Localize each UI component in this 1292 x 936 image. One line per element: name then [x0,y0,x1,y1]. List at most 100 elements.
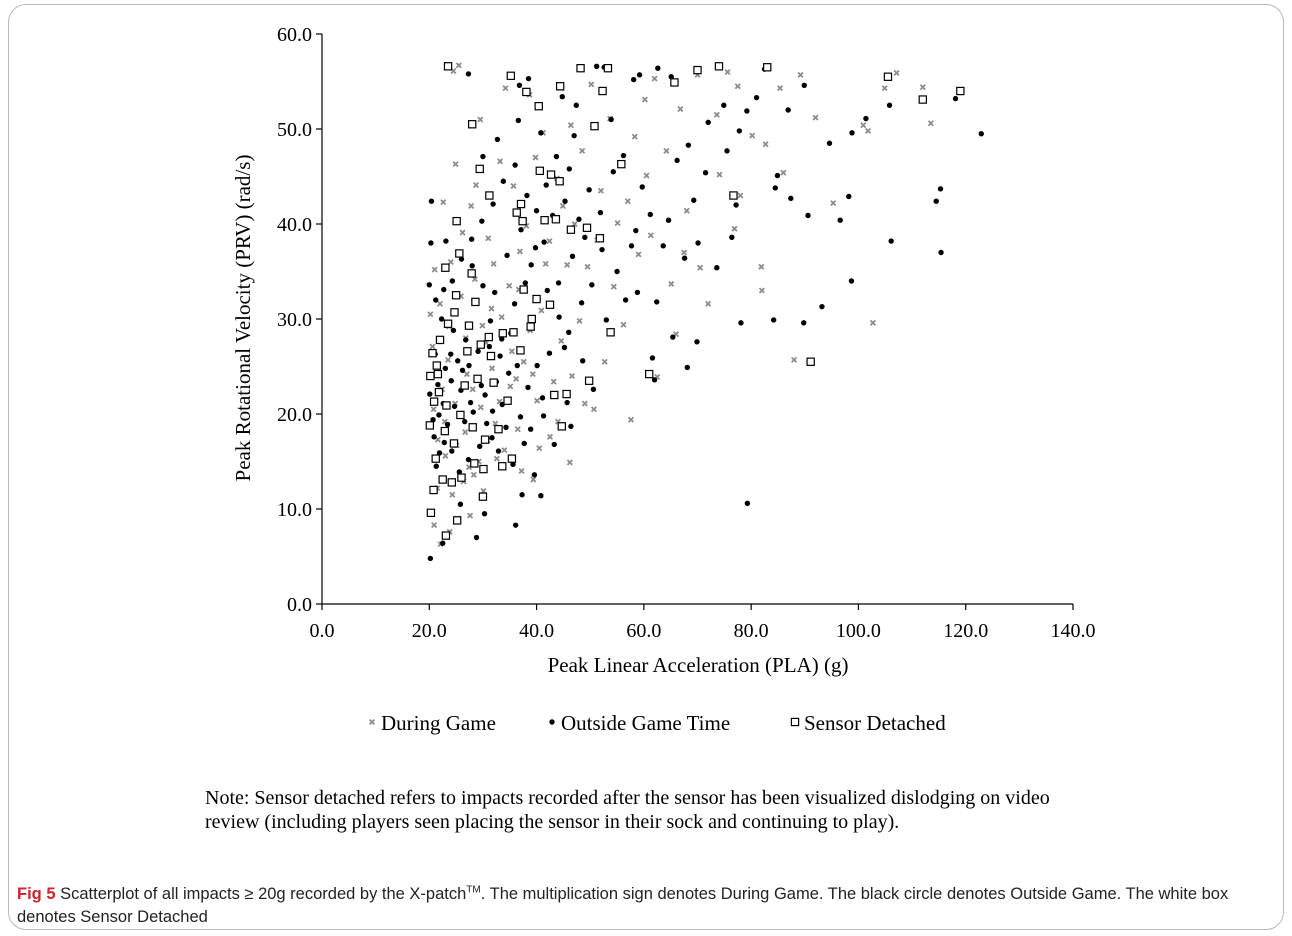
data-point [590,121,599,131]
data-point [558,337,565,344]
data-point [597,187,604,194]
data-point [749,132,756,139]
data-point [564,399,570,406]
data-point [590,386,597,392]
data-point [516,199,526,209]
data-point [509,328,518,337]
data-point [427,311,434,318]
data-point [467,399,474,406]
y-tick-label: 30.0 [277,309,312,331]
data-point [753,94,760,101]
data-point [797,71,804,78]
data-point [586,187,592,193]
data-point [593,63,600,69]
data-point [655,65,661,71]
data-point [860,122,867,129]
data-point [780,169,787,176]
data-point [498,314,505,321]
data-point [561,344,568,351]
data-point [562,198,568,204]
data-point [469,263,475,269]
data-point [978,131,984,137]
data-point [512,162,518,168]
figure-label: Fig 5 [17,885,56,903]
data-point [571,132,577,139]
data-point [475,348,481,354]
data-point [430,406,437,413]
data-point [492,289,498,296]
data-point [485,235,492,242]
data-point [555,177,564,186]
data-point [510,461,516,468]
data-point [533,208,540,214]
data-point [542,260,549,267]
data-point [498,329,507,338]
data-point [439,540,446,546]
data-point [489,435,495,441]
data-point [579,147,586,154]
data-point [448,378,454,384]
data-point [470,409,476,415]
data-point [513,375,520,382]
data-point [544,287,550,294]
data-point [426,508,436,518]
data-point [705,300,712,307]
y-axis-ticks: 0.0 10.0 20.0 30.0 40.0 50.0 60.0 [277,24,322,616]
data-point [518,216,527,226]
data-point [512,208,521,217]
data-point [507,383,514,390]
data-point [681,255,688,261]
data-point [566,166,572,172]
data-point [651,377,658,383]
scatter-chart: 0.0 10.0 20.0 30.0 40.0 50.0 60.0 0.0 20.0 40.0 6… [231,24,1096,735]
data-point [449,278,456,284]
data-point [433,463,439,469]
data-point [952,95,959,102]
figure-frame [8,4,1284,930]
data-point [534,362,540,369]
data-point [429,397,439,406]
data-point [663,147,670,154]
data-point [541,239,547,245]
data-point [546,238,553,245]
data-point [557,422,566,431]
data-points [425,62,984,562]
data-point [660,243,666,249]
data-point [467,269,476,278]
data-point [550,390,559,400]
data-point [729,191,738,200]
data-point [538,130,544,136]
data-point [627,416,635,423]
data-point [568,423,574,430]
x-tick-label: 80.0 [734,620,769,642]
data-point [919,84,926,91]
data-point [620,152,627,159]
data-point [582,234,588,240]
data-point [837,217,843,223]
data-point [428,240,434,246]
data-point [738,320,744,326]
data-point [610,169,616,175]
data-point [436,300,444,307]
data-point [555,280,562,286]
data-point [729,234,735,240]
data-point [758,263,765,270]
data-point [588,81,595,88]
data-point [470,471,477,478]
data-point [512,522,519,528]
data-point [433,297,439,303]
data-point [448,351,454,357]
data-point [503,396,512,405]
data-point [546,350,553,356]
data-point [506,282,513,289]
data-point [538,493,544,499]
data-point [635,251,642,258]
data-point [744,500,751,506]
data-point [762,141,769,148]
data-point [598,86,607,96]
data-point [610,283,617,290]
data-point [564,261,571,268]
data-point [614,268,620,275]
data-point [428,349,437,358]
data-point [683,207,690,214]
